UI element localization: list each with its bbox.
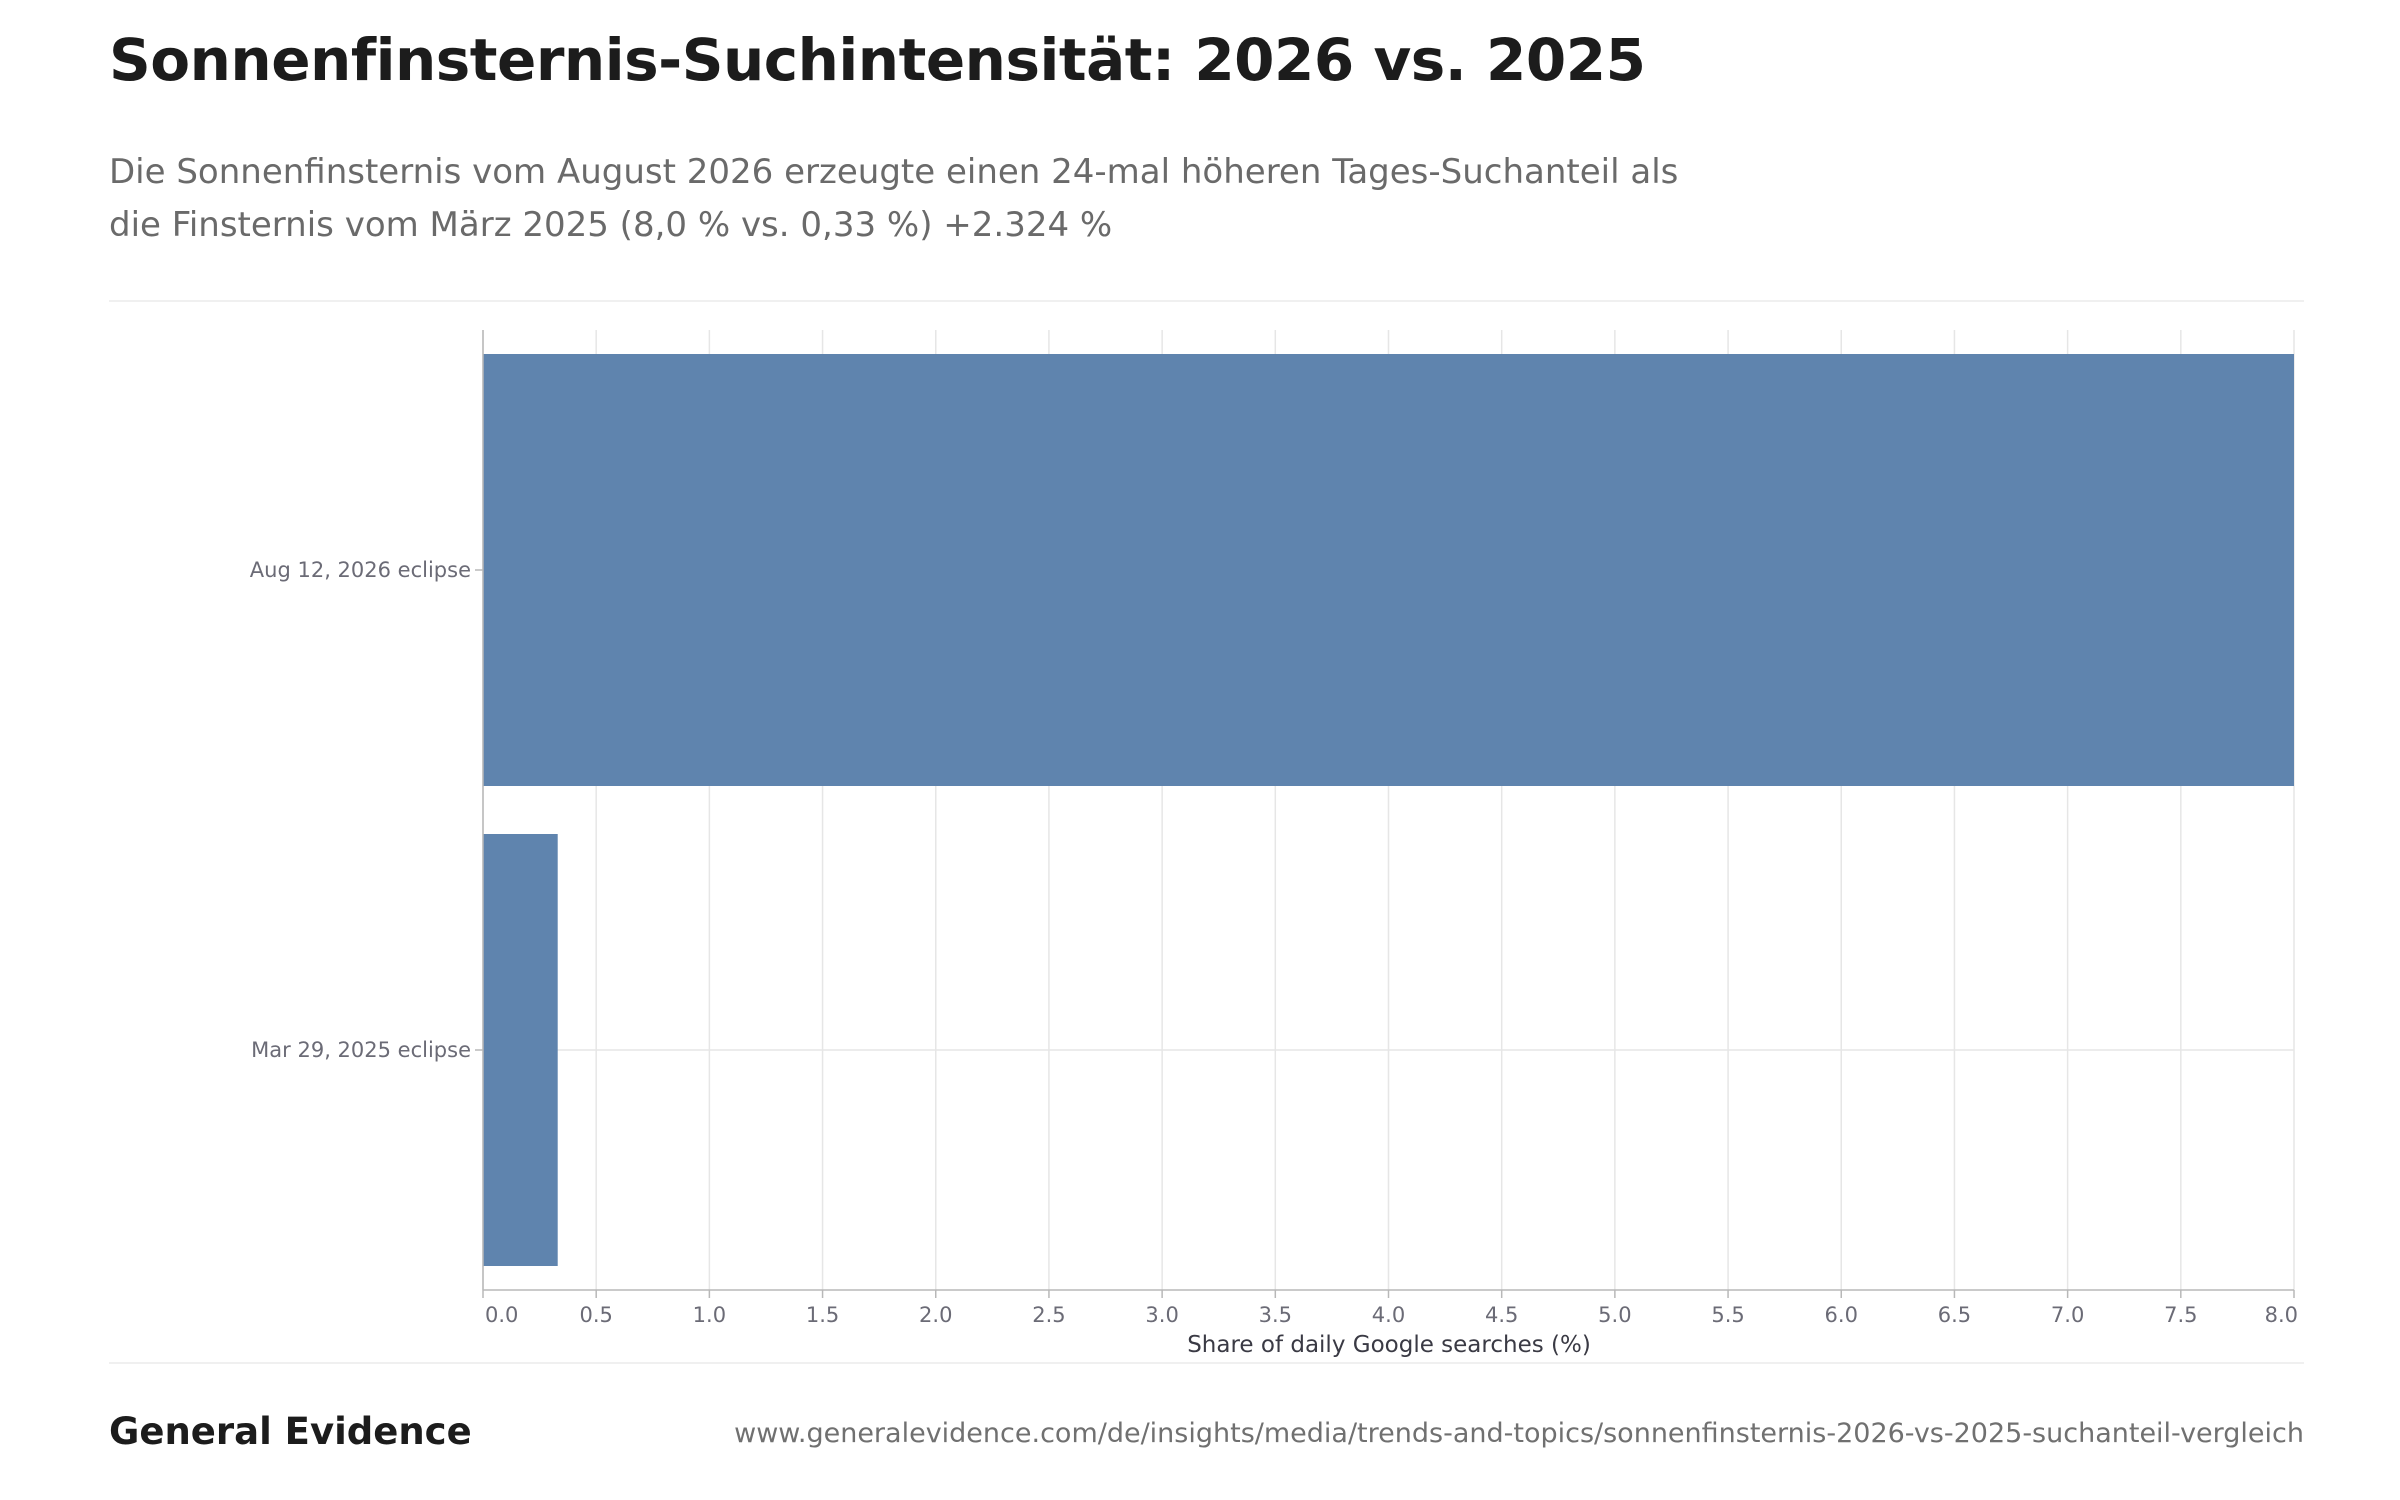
x-tick-label: 4.5 <box>1485 1303 1518 1327</box>
bar <box>483 354 2294 786</box>
bar-layer <box>483 354 2294 1266</box>
x-tick-label: 2.5 <box>1032 1303 1065 1327</box>
x-tick-label: 1.0 <box>693 1303 726 1327</box>
x-tick-label: 6.0 <box>1825 1303 1858 1327</box>
category-label: Aug 12, 2026 eclipse <box>250 558 471 582</box>
source-url[interactable]: www.generalevidence.com/de/insights/medi… <box>734 1418 2304 1449</box>
bar-chart: 0.0 0.5 1.0 1.5 2.0 2.5 3.0 3.5 4.0 4.5 5.0 5.5 6.0 6… <box>250 330 2298 1358</box>
top-divider <box>109 300 2304 302</box>
x-tick-label: 7.0 <box>2051 1303 2084 1327</box>
x-tick-label: 0.0 <box>485 1303 518 1327</box>
axis-layer: 0.0 0.5 1.0 1.5 2.0 2.5 3.0 3.5 4.0 4.5 5.0 5.5 6.0 6… <box>250 330 2298 1327</box>
x-tick-label: 5.0 <box>1598 1303 1631 1327</box>
x-tick-label: 7.5 <box>2164 1303 2197 1327</box>
x-tick-label: 2.0 <box>919 1303 952 1327</box>
chart-subtitle: Die Sonnenfinsternis vom August 2026 erz… <box>109 152 1679 245</box>
x-tick-label: 6.5 <box>1938 1303 1971 1327</box>
x-tick-label: 4.0 <box>1372 1303 1405 1327</box>
x-tick-label: 8.0 <box>2265 1303 2298 1327</box>
x-axis-label: Share of daily Google searches (%) <box>1187 1332 1591 1358</box>
x-tick-label: 3.5 <box>1259 1303 1292 1327</box>
x-tick-label: 1.5 <box>806 1303 839 1327</box>
bottom-divider <box>109 1362 2304 1364</box>
bar <box>483 834 558 1266</box>
x-tick-label: 5.5 <box>1711 1303 1744 1327</box>
x-tick-label: 3.0 <box>1145 1303 1178 1327</box>
x-tick-label: 0.5 <box>579 1303 612 1327</box>
chart-title: Sonnenfinsternis-Suchintensität: 2026 vs… <box>109 26 1646 94</box>
brand-name: General Evidence <box>109 1410 472 1453</box>
category-label: Mar 29, 2025 eclipse <box>251 1038 471 1062</box>
